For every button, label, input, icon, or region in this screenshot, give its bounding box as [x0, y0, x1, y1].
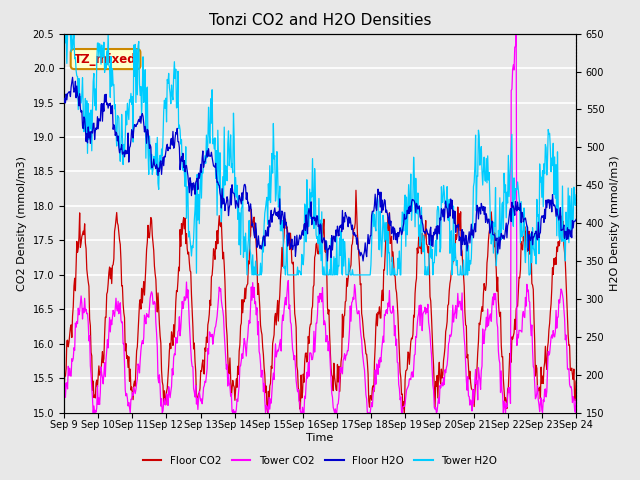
- Text: TZ_mixed: TZ_mixed: [74, 53, 137, 66]
- Y-axis label: CO2 Density (mmol/m3): CO2 Density (mmol/m3): [17, 156, 27, 291]
- Legend: Floor CO2, Tower CO2, Floor H2O, Tower H2O: Floor CO2, Tower CO2, Floor H2O, Tower H…: [138, 452, 502, 470]
- Title: Tonzi CO2 and H2O Densities: Tonzi CO2 and H2O Densities: [209, 13, 431, 28]
- Y-axis label: H2O Density (mmol/m3): H2O Density (mmol/m3): [610, 156, 620, 291]
- X-axis label: Time: Time: [307, 433, 333, 443]
